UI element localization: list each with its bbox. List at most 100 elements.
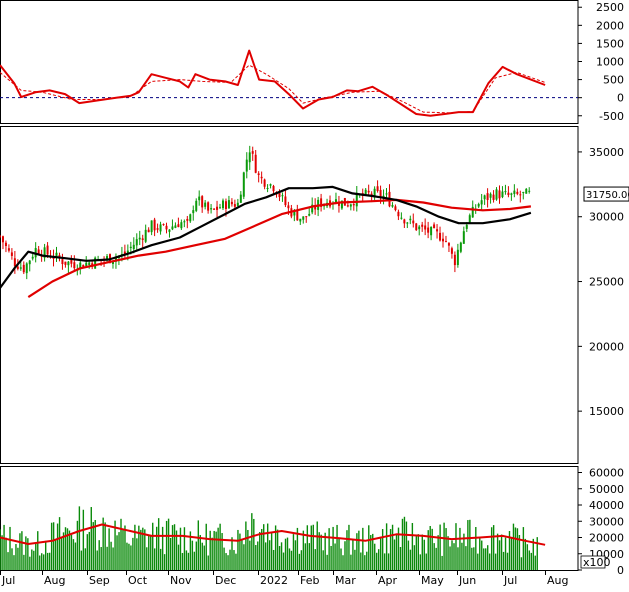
volume-bar [15,544,17,570]
x-tick-label: Mar [335,574,356,587]
volume-bar [189,531,192,570]
volume-bar [340,548,342,570]
candle-body [174,225,177,228]
volume-bar [76,520,79,570]
candle-body [296,210,299,221]
candle-body [311,204,314,213]
volume-bar [62,532,65,570]
volume-bar [122,529,124,570]
candle-body [195,200,198,211]
candle-body [504,191,507,193]
price-y-tick-label: 20000 [589,340,624,353]
volume-bar [532,538,534,570]
volume-bar [461,542,463,570]
volume-bar [377,549,380,570]
candle-body [233,204,236,207]
volume-bar [231,537,233,570]
volume-bar [39,555,41,570]
volume-bar [211,537,213,570]
volume-bar [144,529,146,570]
volume-bar [326,554,328,570]
osc-y-tick-label: 500 [603,74,624,87]
candle-body [123,251,126,255]
volume-bar [60,536,63,570]
osc-series-main [0,49,546,117]
volume-bar [522,527,525,570]
candle-body [236,202,239,206]
candle-body [462,231,465,244]
volume-unit-box [580,555,606,569]
volume-bar [251,513,253,570]
volume-bar [116,535,118,570]
candle-body [284,196,287,206]
x-tick-label: Dec [215,574,236,587]
candle-body [144,229,147,242]
volume-bar [427,530,429,570]
volume-bar [429,526,431,570]
volume-bar [104,522,106,570]
candle-body [198,196,201,201]
volume-bar [195,541,198,570]
candle-body [162,224,165,226]
x-tick-label: Feb [300,574,319,587]
volume-bar [475,527,477,570]
volume-bar [296,527,299,570]
volume-bar [485,548,487,570]
volume-bar [486,545,489,570]
volume-bar [407,540,410,570]
candle-body [379,189,382,198]
volume-bar [13,555,15,570]
volume-bar [492,525,495,570]
volume-bar [298,553,301,570]
vol-y-tick-label: 0 [617,564,624,577]
candle-body [346,205,349,207]
volume-bar [11,548,13,570]
volume-bar [52,522,55,570]
volume-bar [94,520,96,570]
volume-bar [453,543,455,570]
volume-bar [265,542,267,570]
candle-body [525,188,528,194]
candle-body [498,190,501,199]
candle-body [349,204,352,207]
volume-bar [261,528,263,570]
osc-y-tick-label: 2500 [596,1,624,14]
volume-bar [338,538,340,570]
candle-body [43,247,46,258]
x-tick-label: Jul [503,574,517,587]
volume-bar [165,520,168,570]
volume-bar [221,533,223,570]
volume-bar [130,545,132,570]
candle-body [260,176,263,179]
volume-bar [70,534,73,570]
volume-bar [366,551,368,570]
candle-body [70,259,73,264]
candle-body [126,250,129,254]
volume-bar [332,526,334,570]
volume-bar [376,552,378,570]
volume-bar [181,552,184,570]
volume-bar [312,524,314,570]
volume-bar [490,527,493,570]
last-price-tag: 31750.00 [586,190,629,201]
x-tick-label: Nov [170,574,192,587]
volume-bar [197,520,200,570]
volume-bar [316,521,318,570]
volume-bar [471,547,473,570]
x-tick-label: May [421,574,444,587]
volume-bar [247,529,249,570]
volume-bar [457,547,459,570]
candle-body [135,239,138,246]
volume-bar [405,521,408,570]
volume-bar [96,550,98,570]
candle-body [219,207,222,209]
volume-bar [27,538,29,570]
volume-bar [41,553,43,570]
volume-bar [356,533,358,570]
volume-bar [280,542,283,570]
candle-body [177,224,180,228]
volume-bar [50,522,53,570]
candle-body [385,193,388,195]
volume-bar [278,546,281,570]
volume-bar [249,540,251,570]
